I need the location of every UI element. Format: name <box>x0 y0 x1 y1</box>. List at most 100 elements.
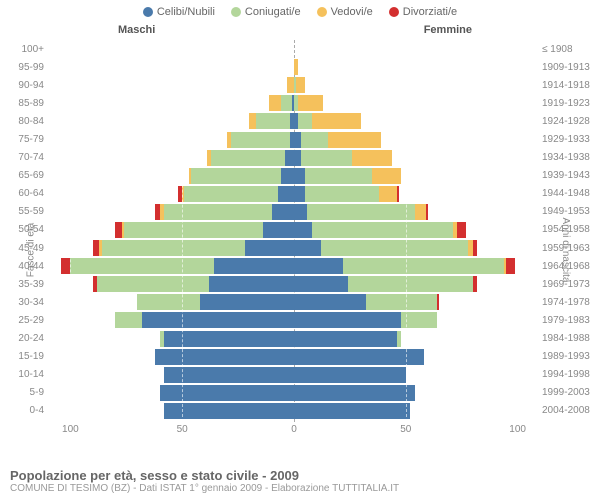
bar-segment <box>294 294 366 310</box>
bar-segment <box>294 349 424 365</box>
footer: Popolazione per età, sesso e stato civil… <box>10 468 590 494</box>
male-bar <box>48 77 294 93</box>
bar-segment <box>473 276 477 292</box>
legend-swatch <box>143 7 153 17</box>
bar-pair <box>48 204 540 220</box>
male-bar <box>48 168 294 184</box>
female-bar <box>294 113 540 129</box>
bar-pair <box>48 150 540 166</box>
ageband-label: 100+ <box>4 44 44 55</box>
bar-segment <box>379 186 397 202</box>
ageband-label: 85-89 <box>4 98 44 109</box>
bar-pair <box>48 367 540 383</box>
legend-item: Celibi/Nubili <box>143 6 215 18</box>
bar-segment <box>312 113 361 129</box>
male-bar <box>48 294 294 310</box>
table-row: 0-42004-2008 <box>48 402 540 420</box>
table-row: 35-391969-1973 <box>48 275 540 293</box>
bar-pair <box>48 385 540 401</box>
header-female: Femmine <box>424 24 472 36</box>
birthyear-label: 1949-1953 <box>542 206 596 217</box>
table-row: 30-341974-1978 <box>48 293 540 311</box>
female-bar <box>294 331 540 347</box>
bar-segment <box>343 258 504 274</box>
table-row: 15-191989-1993 <box>48 348 540 366</box>
x-axis: 10050050100 <box>48 424 540 440</box>
female-bar <box>294 258 540 274</box>
bar-segment <box>312 222 453 238</box>
birthyear-label: 1984-1988 <box>542 333 596 344</box>
bar-pair <box>48 331 540 347</box>
bar-segment <box>294 132 301 148</box>
bar-segment <box>397 186 399 202</box>
male-bar <box>48 222 294 238</box>
bar-segment <box>307 204 414 220</box>
bar-segment <box>296 77 305 93</box>
legend-item: Divorziati/e <box>389 6 457 18</box>
birthyear-label: 1934-1938 <box>542 152 596 163</box>
bar-segment <box>231 132 289 148</box>
bar-pair <box>48 349 540 365</box>
x-tick: 50 <box>177 424 188 435</box>
bar-segment <box>294 367 406 383</box>
bar-segment <box>269 95 280 111</box>
ageband-label: 55-59 <box>4 206 44 217</box>
ageband-label: 15-19 <box>4 351 44 362</box>
bar-segment <box>294 186 305 202</box>
bar-segment <box>191 168 280 184</box>
bar-segment <box>372 168 401 184</box>
bar-segment <box>285 150 294 166</box>
bar-segment <box>184 186 278 202</box>
table-row: 80-841924-1928 <box>48 112 540 130</box>
female-bar <box>294 349 540 365</box>
birthyear-label: 1939-1943 <box>542 170 596 181</box>
legend-label: Divorziati/e <box>403 6 457 18</box>
female-bar <box>294 41 540 57</box>
ageband-label: 45-49 <box>4 243 44 254</box>
birthyear-label: 1979-1983 <box>542 315 596 326</box>
table-row: 85-891919-1923 <box>48 94 540 112</box>
bar-segment <box>294 331 397 347</box>
female-bar <box>294 168 540 184</box>
bar-segment <box>294 385 415 401</box>
female-bar <box>294 95 540 111</box>
table-row: 55-591949-1953 <box>48 203 540 221</box>
legend-swatch <box>389 7 399 17</box>
ageband-label: 50-54 <box>4 224 44 235</box>
female-bar <box>294 367 540 383</box>
female-bar <box>294 204 540 220</box>
ageband-label: 65-69 <box>4 170 44 181</box>
bar-segment <box>294 222 312 238</box>
male-bar <box>48 367 294 383</box>
birthyear-label: 1994-1998 <box>542 369 596 380</box>
bar-segment <box>348 276 473 292</box>
bar-segment <box>321 240 469 256</box>
ageband-label: 60-64 <box>4 188 44 199</box>
birthyear-label: 1974-1978 <box>542 297 596 308</box>
chart-title: Popolazione per età, sesso e stato civil… <box>10 468 590 483</box>
female-bar <box>294 385 540 401</box>
bar-segment <box>294 150 301 166</box>
x-tick: 100 <box>509 424 526 435</box>
chart-subtitle: COMUNE DI TESIMO (BZ) - Dati ISTAT 1° ge… <box>10 483 590 494</box>
bar-segment <box>294 240 321 256</box>
table-row: 25-291979-1983 <box>48 311 540 329</box>
male-bar <box>48 132 294 148</box>
male-bar <box>48 331 294 347</box>
table-row: 40-441964-1968 <box>48 257 540 275</box>
bar-segment <box>301 132 328 148</box>
female-bar <box>294 222 540 238</box>
bar-segment <box>294 403 410 419</box>
bar-segment <box>211 150 285 166</box>
female-bar <box>294 186 540 202</box>
bar-segment <box>115 222 122 238</box>
bar-segment <box>155 349 294 365</box>
birthyear-label: 1919-1923 <box>542 98 596 109</box>
male-bar <box>48 113 294 129</box>
legend-item: Coniugati/e <box>231 6 301 18</box>
male-bar <box>48 59 294 75</box>
bar-segment <box>209 276 294 292</box>
bar-segment <box>281 95 292 111</box>
male-bar <box>48 95 294 111</box>
ageband-label: 70-74 <box>4 152 44 163</box>
